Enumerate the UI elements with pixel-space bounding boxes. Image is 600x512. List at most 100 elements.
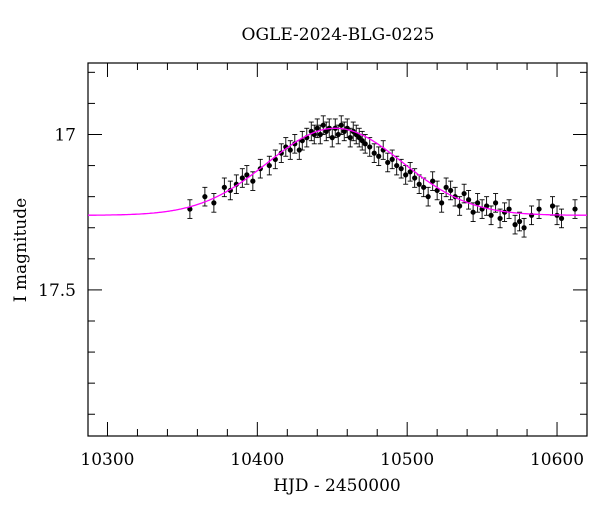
point-marker [317, 131, 323, 138]
x-tick-label: 10500 [380, 450, 434, 470]
point-marker [439, 200, 445, 206]
data-point [506, 199, 512, 219]
point-marker [239, 175, 245, 181]
data-point [536, 199, 542, 219]
point-marker [512, 222, 518, 228]
data-points [187, 115, 578, 238]
data-point [362, 134, 368, 154]
data-point [430, 171, 436, 191]
data-point [425, 186, 431, 207]
point-marker [475, 200, 481, 206]
data-point [338, 115, 344, 135]
point-marker [572, 206, 578, 212]
data-point [389, 149, 395, 170]
data-point [221, 177, 227, 198]
data-point [187, 199, 193, 219]
point-marker [521, 225, 527, 231]
data-point [292, 134, 298, 154]
point-marker [338, 122, 344, 128]
point-marker [492, 200, 499, 206]
point-marker [221, 184, 227, 190]
point-marker [202, 194, 208, 200]
x-axis-label: HJD - 2450000 [273, 476, 401, 496]
point-marker [367, 144, 373, 150]
point-marker [448, 187, 454, 194]
point-marker [347, 135, 353, 141]
data-point [521, 217, 527, 238]
data-point [416, 174, 422, 195]
data-point [244, 165, 250, 185]
data-point [380, 140, 386, 160]
data-point [434, 180, 440, 201]
point-marker [244, 172, 250, 178]
y-axis-label: I magnitude [11, 198, 31, 302]
point-marker [389, 156, 395, 162]
point-marker [385, 159, 391, 166]
data-point [371, 143, 377, 163]
point-marker [443, 184, 449, 190]
point-marker [335, 131, 341, 138]
data-point [202, 186, 208, 207]
point-marker [376, 153, 382, 159]
data-point [448, 180, 454, 201]
data-point [308, 121, 314, 142]
data-point [296, 140, 302, 160]
data-point [304, 127, 310, 148]
point-marker [434, 187, 440, 194]
point-marker [250, 178, 256, 184]
data-point [272, 149, 278, 170]
model-curve [88, 127, 587, 216]
point-marker [287, 147, 293, 153]
data-point [512, 214, 518, 235]
data-point [461, 183, 467, 204]
data-point [443, 177, 449, 198]
data-point [314, 118, 320, 139]
data-point [398, 158, 404, 179]
point-marker [362, 141, 368, 147]
data-point [266, 155, 272, 176]
point-marker [506, 206, 512, 212]
x-tick-label: 10300 [80, 450, 134, 470]
data-point [484, 196, 490, 216]
data-point [470, 202, 476, 222]
data-point [492, 193, 499, 213]
axis-tick-labels: 10300 10400 10500 10600 17 17.5 [38, 125, 584, 470]
data-point [475, 193, 481, 213]
data-point [516, 211, 523, 232]
point-marker [398, 166, 404, 172]
x-tick-label: 10600 [530, 450, 584, 470]
point-marker [329, 135, 335, 141]
point-marker [314, 125, 320, 131]
point-marker [233, 181, 239, 187]
point-marker [371, 150, 377, 156]
point-marker [412, 175, 418, 181]
point-marker [536, 206, 542, 212]
point-marker [549, 203, 556, 209]
point-marker [403, 172, 409, 178]
y-tick-label: 17 [54, 125, 76, 145]
point-marker [430, 178, 436, 184]
point-marker [211, 200, 217, 206]
data-point [211, 193, 217, 213]
data-point [317, 124, 323, 145]
point-marker [470, 209, 476, 215]
point-marker [407, 169, 413, 175]
data-point [439, 193, 445, 213]
data-point [367, 137, 373, 157]
point-marker [457, 203, 463, 209]
point-marker [497, 215, 503, 222]
data-point [403, 165, 409, 185]
data-point [320, 115, 326, 135]
data-point [287, 140, 293, 160]
data-point [466, 189, 472, 210]
point-marker [416, 181, 422, 187]
point-marker [488, 212, 494, 218]
point-marker [266, 162, 272, 169]
data-point [497, 208, 503, 229]
point-marker [466, 197, 472, 203]
data-point [479, 199, 485, 219]
data-point [347, 127, 353, 148]
data-point [407, 162, 413, 182]
x-tick-label: 10400 [230, 450, 284, 470]
